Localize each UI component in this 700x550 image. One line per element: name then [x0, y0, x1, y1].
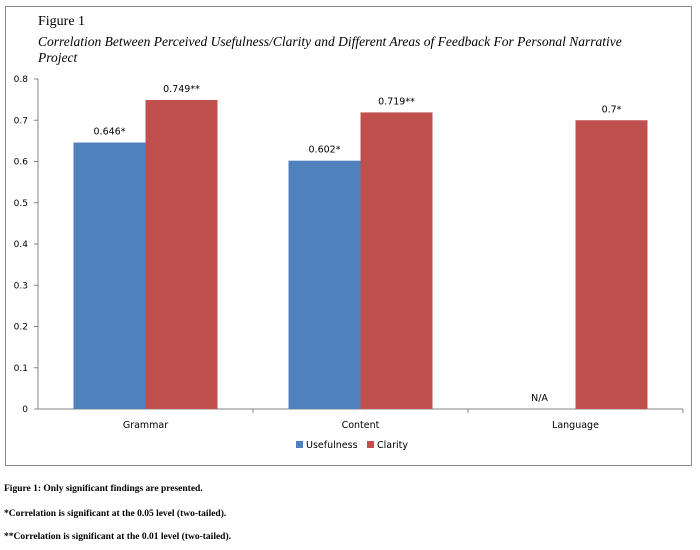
- x-category-label: Grammar: [123, 420, 168, 431]
- y-tick-label: 0.7: [14, 116, 28, 126]
- figure-title: Correlation Between Perceived Usefulness…: [38, 34, 622, 65]
- bar-clarity: [575, 120, 648, 409]
- bar-clarity: [360, 112, 433, 409]
- note-005-level: *Correlation is significant at the 0.05 …: [4, 509, 227, 519]
- note-001-level: **Correlation is significant at the 0.01…: [4, 532, 231, 542]
- y-tick-label: 0.6: [14, 158, 29, 168]
- bar-usefulness: [73, 142, 146, 409]
- y-tick-label: 0.5: [14, 199, 28, 209]
- bar-chart: 0 0.1 0.2 0.3 0.4 0.5 0.6 0.7 0.8 Grammar 0.646* 0.…: [14, 75, 684, 451]
- legend-label-clarity: Clarity: [377, 440, 408, 451]
- data-label: 0.719**: [378, 96, 415, 107]
- data-label: 0.602*: [309, 145, 341, 156]
- x-category-label: Content: [342, 420, 380, 431]
- legend-swatch-clarity: [367, 441, 374, 448]
- y-tick-label: 0: [22, 405, 28, 415]
- y-tick-label: 0.3: [14, 281, 28, 291]
- x-category-label: Language: [552, 420, 599, 431]
- y-tick-label: 0.8: [14, 75, 29, 85]
- data-label-na: N/A: [531, 393, 548, 404]
- bar-clarity: [145, 100, 218, 409]
- figure-label: Figure 1: [38, 14, 86, 29]
- legend-label-usefulness: Usefulness: [306, 440, 358, 451]
- legend-swatch-usefulness: [296, 441, 303, 448]
- data-label: 0.646*: [94, 127, 126, 138]
- data-label: 0.7*: [602, 104, 622, 115]
- data-label: 0.749**: [163, 84, 200, 95]
- note-significant-only: Figure 1: Only significant findings are …: [4, 484, 203, 494]
- y-tick-label: 0.1: [14, 364, 28, 374]
- y-tick-label: 0.2: [14, 323, 28, 333]
- bar-usefulness: [288, 160, 361, 409]
- y-tick-label: 0.4: [14, 240, 29, 250]
